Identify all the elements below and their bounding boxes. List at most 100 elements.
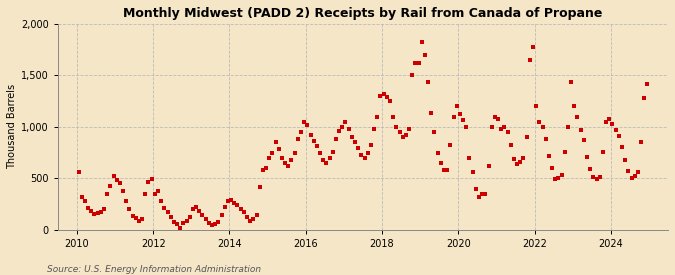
Point (432, 150, 443, 155)
Point (623, 169, 634, 173)
Point (566, 79, 576, 84)
Point (632, 170, 643, 174)
Point (188, 207, 198, 211)
Title: Monthly Midwest (PADD 2) Receipts by Rail from Canada of Propane: Monthly Midwest (PADD 2) Receipts by Rai… (124, 7, 603, 20)
Point (111, 178, 122, 183)
Point (461, 125, 472, 129)
Point (416, 40, 427, 45)
Point (219, 205, 230, 209)
Point (642, 81, 653, 86)
Point (92, 211, 103, 216)
Point (531, 104, 541, 108)
Point (601, 119, 612, 124)
Point (216, 213, 227, 218)
Point (277, 156, 288, 160)
Point (242, 215, 252, 220)
Point (223, 199, 234, 203)
Point (391, 125, 402, 129)
Point (73, 170, 84, 174)
Y-axis label: Thousand Barrels: Thousand Barrels (7, 84, 17, 169)
Point (410, 61, 421, 65)
Point (537, 125, 548, 129)
Point (486, 125, 497, 129)
Point (146, 177, 157, 182)
Point (225, 198, 236, 202)
Point (95, 210, 106, 214)
Point (321, 161, 332, 165)
Point (86, 209, 97, 213)
Point (200, 217, 211, 222)
Point (102, 192, 113, 196)
Point (496, 127, 507, 131)
Point (404, 127, 414, 131)
Point (207, 222, 217, 227)
Point (366, 143, 377, 148)
Point (324, 156, 335, 160)
Point (534, 119, 545, 124)
Point (261, 166, 271, 170)
Point (372, 114, 383, 119)
Point (162, 210, 173, 214)
Point (594, 175, 605, 180)
Point (448, 114, 459, 119)
Point (524, 58, 535, 62)
Point (279, 161, 290, 165)
Point (629, 174, 640, 178)
Point (305, 133, 316, 137)
Point (489, 114, 500, 119)
Point (572, 114, 583, 119)
Point (134, 218, 144, 223)
Point (439, 168, 450, 172)
Point (508, 156, 519, 161)
Point (569, 104, 580, 108)
Point (254, 184, 265, 189)
Point (344, 127, 354, 131)
Point (375, 94, 386, 98)
Point (210, 221, 221, 226)
Point (89, 212, 100, 216)
Point (515, 160, 526, 164)
Point (229, 201, 240, 205)
Point (480, 192, 491, 196)
Point (80, 199, 90, 203)
Point (181, 218, 192, 223)
Point (474, 195, 485, 199)
Point (458, 117, 468, 122)
Point (426, 111, 437, 116)
Point (257, 168, 268, 172)
Point (264, 156, 275, 160)
Point (620, 158, 630, 162)
Point (171, 221, 182, 226)
Point (130, 216, 141, 221)
Point (232, 203, 243, 207)
Point (452, 104, 462, 108)
Point (99, 207, 109, 211)
Point (445, 143, 456, 148)
Point (540, 137, 551, 141)
Point (290, 150, 300, 155)
Point (506, 143, 516, 148)
Point (547, 166, 558, 170)
Point (385, 99, 396, 103)
Point (194, 209, 205, 213)
Point (378, 92, 389, 96)
Point (299, 119, 310, 124)
Point (203, 220, 214, 225)
Point (292, 137, 303, 141)
Point (614, 134, 624, 138)
Point (591, 177, 602, 182)
Point (369, 127, 379, 131)
Point (626, 176, 637, 180)
Point (82, 206, 93, 210)
Point (610, 128, 621, 132)
Text: Source: U.S. Energy Information Administration: Source: U.S. Energy Information Administ… (47, 265, 261, 274)
Point (315, 150, 325, 155)
Point (356, 152, 367, 157)
Point (308, 139, 319, 144)
Point (327, 149, 338, 154)
Point (159, 206, 169, 210)
Point (156, 199, 167, 203)
Point (604, 116, 615, 121)
Point (235, 207, 246, 211)
Point (413, 61, 424, 65)
